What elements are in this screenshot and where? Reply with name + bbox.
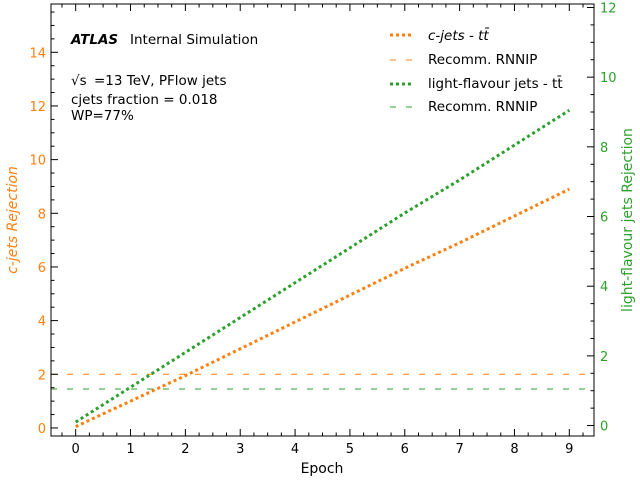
series-layer (51, 108, 594, 428)
atlas-brand: ATLAS (70, 32, 118, 48)
series-line-2 (74, 108, 571, 424)
x-tick-label: 2 (181, 442, 189, 457)
y-right-tick-label: 10 (600, 71, 617, 86)
y-left-tick-label: 12 (29, 100, 46, 115)
y-left-tick-label: 6 (38, 261, 46, 276)
x-tick-label: 3 (236, 442, 244, 457)
y-axis-title-left: c-jets Rejection (5, 166, 21, 274)
x-tick-label: 0 (72, 442, 80, 457)
legend-label-rnnip-l: Recomm. RNNIP (428, 99, 537, 115)
y-left-tick-label: 8 (38, 207, 46, 222)
x-tick-label: 5 (346, 442, 354, 457)
y-right-tick-label: 0 (600, 420, 608, 435)
y-left-tick-label: 4 (38, 315, 46, 330)
legend: c-jets - tt̄ Recomm. RNNIP light-flavour… (390, 27, 563, 115)
y-left-tick-label: 0 (38, 422, 46, 437)
legend-label-rnnip-c: Recomm. RNNIP (428, 52, 537, 68)
y-right-tick-label: 2 (600, 350, 608, 365)
x-tick-label: 8 (510, 442, 518, 457)
annotation-cjets-fraction: cjets fraction = 0.018 (71, 92, 218, 108)
y-right-tick-label: 6 (600, 211, 608, 226)
sqrt-s-symbol: √s (71, 73, 87, 89)
x-axis-title: Epoch (301, 461, 344, 477)
x-tick-label: 1 (126, 442, 134, 457)
y-left-tick-label: 10 (29, 154, 46, 169)
y-right-tick-label: 4 (600, 280, 608, 295)
y-left-tick-label: 14 (29, 46, 46, 61)
x-tick-label: 7 (455, 442, 463, 457)
legend-label-cjets: c-jets - tt̄ (428, 27, 490, 44)
y-right-tick-label: 8 (600, 141, 608, 156)
y-right-tick-label: 12 (600, 1, 617, 16)
legend-label-light: light-flavour jets - tt̄ (428, 75, 563, 92)
atlas-label: Internal Simulation (130, 32, 258, 48)
annotation-energy: =13 TeV, PFlow jets (94, 73, 227, 89)
x-tick-label: 9 (565, 442, 573, 457)
annotation-wp: WP=77% (71, 108, 134, 124)
x-tick-label: 4 (291, 442, 299, 457)
y-axis-title-right: light-flavour jets Rejection (620, 128, 636, 312)
y-left-tick-label: 2 (38, 368, 46, 383)
plot-frame (50, 3, 595, 437)
series-line-0 (75, 187, 570, 428)
x-tick-label: 6 (401, 442, 409, 457)
